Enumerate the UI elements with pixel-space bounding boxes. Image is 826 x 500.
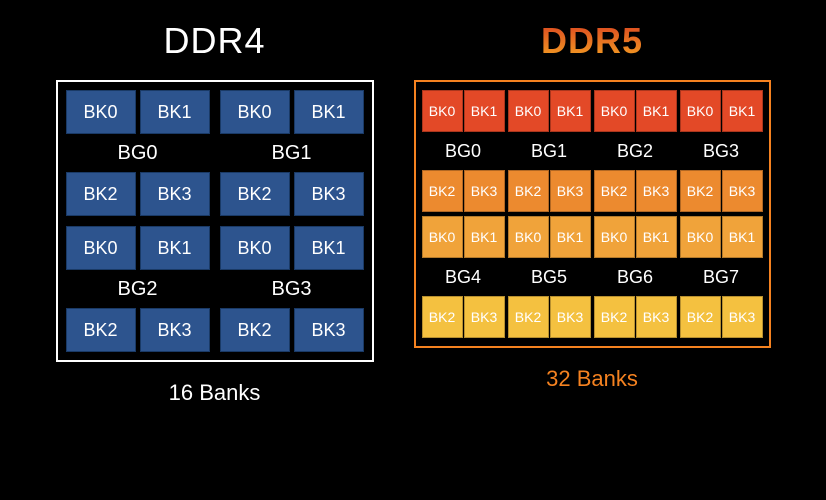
ddr5-bank-cell: BK1 bbox=[722, 90, 763, 132]
ddr5-bank-cell: BK3 bbox=[464, 170, 505, 212]
ddr5-bank-cell: BK1 bbox=[550, 90, 591, 132]
ddr5-bank-row: BK2BK3BK2BK3BK2BK3BK2BK3 bbox=[422, 296, 763, 338]
ddr5-bank-cell: BK0 bbox=[680, 216, 721, 258]
ddr4-half-row: BK0BK1BG2BK2BK3BK0BK1BG3BK2BK3 bbox=[66, 226, 364, 352]
ddr5-bank-pair: BK0BK1 bbox=[422, 90, 505, 132]
ddr5-bank-cell: BK2 bbox=[422, 170, 463, 212]
ddr5-bank-cell: BK3 bbox=[636, 170, 677, 212]
ddr5-bank-cell: BK0 bbox=[594, 216, 635, 258]
ddr4-bank-cell: BK3 bbox=[294, 308, 364, 352]
ddr5-bank-pair: BK0BK1 bbox=[594, 216, 677, 258]
ddr4-bank-cell: BK1 bbox=[294, 226, 364, 270]
ddr4-bg-label: BG1 bbox=[220, 138, 364, 168]
ddr5-bank-cell: BK3 bbox=[464, 296, 505, 338]
ddr5-bank-cell: BK0 bbox=[422, 90, 463, 132]
ddr5-bank-cell: BK2 bbox=[508, 170, 549, 212]
ddr4-bank-cell: BK1 bbox=[294, 90, 364, 134]
ddr4-bank-cell: BK1 bbox=[140, 226, 210, 270]
ddr4-bank-cell: BK2 bbox=[66, 172, 136, 216]
ddr5-container: BK0BK1BK0BK1BK0BK1BK0BK1BG0BG1BG2BG3BK2B… bbox=[414, 80, 771, 348]
ddr5-bank-row: BK0BK1BK0BK1BK0BK1BK0BK1 bbox=[422, 216, 763, 258]
ddr4-title: DDR4 bbox=[163, 20, 265, 62]
ddr4-bank-cell: BK2 bbox=[220, 308, 290, 352]
ddr5-bank-pair: BK2BK3 bbox=[680, 170, 763, 212]
ddr5-bank-cell: BK3 bbox=[722, 170, 763, 212]
ddr4-bank-cell: BK3 bbox=[294, 172, 364, 216]
ddr4-footer: 16 Banks bbox=[169, 380, 261, 406]
ddr5-footer: 32 Banks bbox=[546, 366, 638, 392]
ddr4-bank-group: BK0BK1 BG3 BK2BK3 bbox=[220, 226, 364, 352]
ddr5-bank-cell: BK1 bbox=[636, 90, 677, 132]
ddr5-bank-cell: BK2 bbox=[508, 296, 549, 338]
ddr5-bank-pair: BK2BK3 bbox=[422, 296, 505, 338]
ddr5-bank-pair: BK2BK3 bbox=[508, 170, 591, 212]
ddr4-bank-cell: BK3 bbox=[140, 308, 210, 352]
ddr5-bank-cell: BK1 bbox=[550, 216, 591, 258]
ddr5-bg-label: BG6 bbox=[594, 264, 677, 290]
ddr4-bank-cell: BK0 bbox=[220, 90, 290, 134]
ddr4-bank-cell: BK3 bbox=[140, 172, 210, 216]
ddr4-bank-group: BK0BK1 BG0 BK2BK3 bbox=[66, 90, 210, 216]
ddr5-bank-pair: BK0BK1 bbox=[508, 216, 591, 258]
ddr4-bank-cell: BK1 bbox=[140, 90, 210, 134]
ddr4-bg-label: BG3 bbox=[220, 274, 364, 304]
ddr5-bank-pair: BK0BK1 bbox=[508, 90, 591, 132]
ddr5-bank-pair: BK0BK1 bbox=[680, 90, 763, 132]
ddr5-bank-cell: BK2 bbox=[680, 296, 721, 338]
ddr4-bg-label: BG0 bbox=[66, 138, 210, 168]
ddr5-bank-cell: BK1 bbox=[636, 216, 677, 258]
ddr5-bank-cell: BK1 bbox=[464, 90, 505, 132]
ddr5-bank-pair: BK2BK3 bbox=[594, 296, 677, 338]
ddr5-bank-row: BK2BK3BK2BK3BK2BK3BK2BK3 bbox=[422, 170, 763, 212]
ddr5-bank-row: BK0BK1BK0BK1BK0BK1BK0BK1 bbox=[422, 90, 763, 132]
ddr4-bank-cell: BK2 bbox=[220, 172, 290, 216]
ddr5-bank-pair: BK2BK3 bbox=[508, 296, 591, 338]
ddr5-bank-cell: BK1 bbox=[722, 216, 763, 258]
ddr5-bank-cell: BK0 bbox=[508, 90, 549, 132]
ddr5-bg-label: BG4 bbox=[422, 264, 505, 290]
ddr5-bank-cell: BK2 bbox=[594, 170, 635, 212]
ddr4-bank-cell: BK0 bbox=[66, 226, 136, 270]
ddr5-label-row: BG4BG5BG6BG7 bbox=[422, 264, 763, 290]
ddr5-bg-label: BG2 bbox=[594, 138, 677, 164]
ddr5-bank-cell: BK3 bbox=[550, 170, 591, 212]
ddr5-bank-cell: BK2 bbox=[594, 296, 635, 338]
ddr5-bank-cell: BK0 bbox=[422, 216, 463, 258]
ddr5-bank-cell: BK3 bbox=[636, 296, 677, 338]
ddr4-bank-cell: BK0 bbox=[66, 90, 136, 134]
ddr5-bank-pair: BK2BK3 bbox=[680, 296, 763, 338]
ddr4-panel: DDR4 BK0BK1BG0BK2BK3BK0BK1BG1BK2BK3BK0BK… bbox=[56, 20, 374, 406]
ddr5-bank-cell: BK0 bbox=[594, 90, 635, 132]
ddr5-bank-pair: BK0BK1 bbox=[594, 90, 677, 132]
ddr5-bank-cell: BK0 bbox=[680, 90, 721, 132]
ddr5-bank-pair: BK0BK1 bbox=[422, 216, 505, 258]
ddr4-bank-group: BK0BK1 BG1 BK2BK3 bbox=[220, 90, 364, 216]
ddr5-bg-label: BG5 bbox=[508, 264, 591, 290]
ddr5-bank-pair: BK2BK3 bbox=[422, 170, 505, 212]
ddr5-title: DDR5 bbox=[541, 20, 643, 62]
ddr5-bg-label: BG3 bbox=[680, 138, 763, 164]
ddr5-bank-cell: BK2 bbox=[680, 170, 721, 212]
ddr5-bank-cell: BK1 bbox=[464, 216, 505, 258]
ddr5-bank-cell: BK0 bbox=[508, 216, 549, 258]
ddr5-bank-pair: BK0BK1 bbox=[680, 216, 763, 258]
ddr4-bank-group: BK0BK1 BG2 BK2BK3 bbox=[66, 226, 210, 352]
ddr4-bank-cell: BK0 bbox=[220, 226, 290, 270]
ddr5-bg-label: BG0 bbox=[422, 138, 505, 164]
ddr5-bank-cell: BK2 bbox=[422, 296, 463, 338]
ddr4-half-row: BK0BK1BG0BK2BK3BK0BK1BG1BK2BK3 bbox=[66, 90, 364, 216]
ddr5-bg-label: BG7 bbox=[680, 264, 763, 290]
ddr4-bank-cell: BK2 bbox=[66, 308, 136, 352]
ddr4-bg-label: BG2 bbox=[66, 274, 210, 304]
ddr5-bg-label: BG1 bbox=[508, 138, 591, 164]
ddr5-bank-cell: BK3 bbox=[722, 296, 763, 338]
ddr4-container: BK0BK1BG0BK2BK3BK0BK1BG1BK2BK3BK0BK1BG2B… bbox=[56, 80, 374, 362]
ddr5-label-row: BG0BG1BG2BG3 bbox=[422, 138, 763, 164]
ddr5-bank-cell: BK3 bbox=[550, 296, 591, 338]
ddr5-panel: DDR5 BK0BK1BK0BK1BK0BK1BK0BK1BG0BG1BG2BG… bbox=[414, 20, 771, 392]
ddr5-bank-pair: BK2BK3 bbox=[594, 170, 677, 212]
